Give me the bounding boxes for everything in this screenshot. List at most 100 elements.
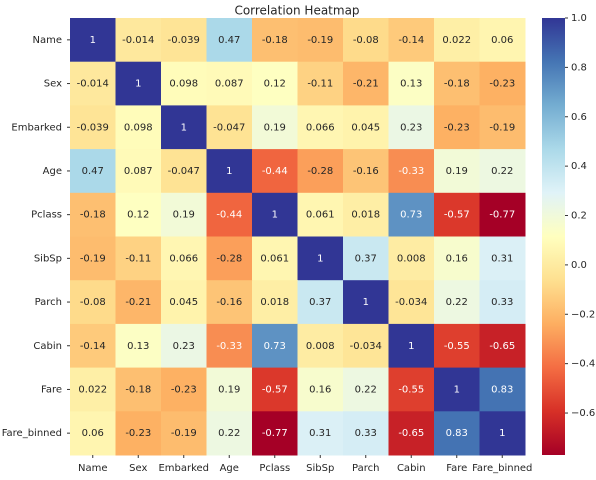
heatmap-cell: [206, 323, 253, 369]
y-tick-label: Cabin: [33, 341, 62, 352]
y-tick-label: Fare: [41, 384, 62, 395]
colorbar-tick-label: −0.4: [571, 359, 595, 370]
heatmap-cell: [161, 411, 207, 456]
heatmap-cell: [479, 149, 526, 194]
heatmap-cell: [161, 367, 207, 412]
heatmap-cell: [70, 411, 116, 456]
cell-label: 0.061: [260, 253, 289, 264]
y-tick-label: Sex: [44, 79, 62, 90]
y-tick-label: SibSp: [34, 253, 62, 264]
cell-label: 0.31: [309, 428, 331, 439]
x-tick-label: Pclass: [259, 463, 290, 474]
colorbar-tick-label: 0.0: [571, 260, 587, 271]
cell-label: 0.19: [218, 384, 240, 395]
cell-label: -0.034: [395, 297, 427, 308]
cell-label: -0.047: [168, 166, 200, 177]
cell-label: 0.22: [491, 166, 513, 177]
heatmap-cell: [252, 18, 298, 63]
heatmap-cell: [434, 61, 480, 106]
colorbar-tick-label: 0.4: [571, 161, 587, 172]
cell-label: -0.65: [398, 428, 424, 439]
colorbar-tick-label: −0.2: [571, 309, 595, 320]
heatmap-cell: [343, 192, 389, 237]
cell-label: 0.087: [215, 79, 244, 90]
cell-label: -0.18: [80, 210, 106, 221]
heatmap-cell: [252, 149, 298, 194]
heatmap-cell: [343, 323, 389, 369]
heatmap-cell: [479, 192, 526, 237]
cell-label: -0.08: [80, 297, 106, 308]
colorbar: [542, 18, 565, 455]
cell-label: -0.19: [171, 428, 197, 439]
heatmap-cell: [206, 18, 253, 63]
heatmap-cell: [343, 105, 389, 150]
cell-label: 1: [226, 166, 232, 177]
heatmap-cell: [161, 192, 207, 237]
heatmap-cell: [252, 105, 298, 150]
cell-label: 0.13: [127, 341, 149, 352]
heatmap-cell: [297, 280, 344, 325]
heatmap-cell: [388, 192, 435, 237]
heatmap-cell: [161, 61, 207, 106]
cell-label: 0.06: [491, 35, 513, 46]
heatmap-cell: [70, 367, 116, 412]
heatmap-cell: [252, 323, 298, 369]
heatmap-cell: [434, 105, 480, 150]
heatmap-cell: [297, 18, 344, 63]
cell-label: -0.19: [489, 122, 515, 133]
heatmap-cell: [115, 280, 162, 325]
cell-label: -0.18: [444, 79, 470, 90]
cell-label: 0.22: [355, 384, 377, 395]
heatmap-cell: [479, 411, 526, 456]
heatmap-cell: [434, 367, 480, 412]
heatmap-cell: [252, 236, 298, 281]
cell-label: -0.33: [398, 166, 424, 177]
cell-label: -0.44: [262, 166, 288, 177]
heatmap-cell: [206, 367, 253, 412]
heatmap-cell: [70, 105, 116, 150]
heatmap-cell: [434, 192, 480, 237]
heatmap-cell: [206, 192, 253, 237]
cell-label: 0.73: [264, 341, 286, 352]
cell-label: 0.087: [124, 166, 153, 177]
heatmap-cell: [161, 149, 207, 194]
cell-label: -0.034: [350, 341, 382, 352]
cell-label: -0.21: [353, 79, 379, 90]
colorbar-tick-label: 1.0: [571, 13, 587, 24]
heatmap-cell: [388, 367, 435, 412]
colorbar-tick-label: 0.2: [571, 211, 587, 222]
colorbar-tick-label: 0.8: [571, 62, 587, 73]
cell-label: 0.37: [355, 253, 377, 264]
y-tick-label: Embarked: [11, 122, 62, 133]
cell-label: -0.77: [489, 210, 515, 221]
cell-label: -0.08: [353, 35, 379, 46]
heatmap-cell: [388, 61, 435, 106]
heatmap-cell: [206, 61, 253, 106]
heatmap-cell: [206, 105, 253, 150]
heatmap-cell: [115, 323, 162, 369]
heatmap-cell: [115, 236, 162, 281]
cell-label: 0.12: [264, 79, 286, 90]
heatmap-cell: [297, 61, 344, 106]
cell-label: 0.045: [351, 122, 380, 133]
heatmap-cell: [70, 149, 116, 194]
heatmap-cell: [434, 149, 480, 194]
cell-label: -0.55: [444, 341, 470, 352]
heatmap-cell: [70, 323, 116, 369]
heatmap-cell: [343, 149, 389, 194]
cell-label: 1: [272, 210, 278, 221]
heatmap-cell: [434, 236, 480, 281]
heatmap-cell: [434, 323, 480, 369]
heatmap-cell: [161, 236, 207, 281]
heatmap-cell: [297, 367, 344, 412]
heatmap-cell: [206, 411, 253, 456]
cell-label: 0.16: [309, 384, 331, 395]
cell-label: 1: [408, 341, 414, 352]
x-tick-label: Embarked: [158, 463, 209, 474]
cell-label: 0.098: [124, 122, 153, 133]
cell-label: 0.008: [306, 341, 335, 352]
heatmap-cell: [70, 236, 116, 281]
cell-label: -0.23: [444, 122, 470, 133]
colorbar-tick-label: 0.6: [571, 112, 587, 123]
